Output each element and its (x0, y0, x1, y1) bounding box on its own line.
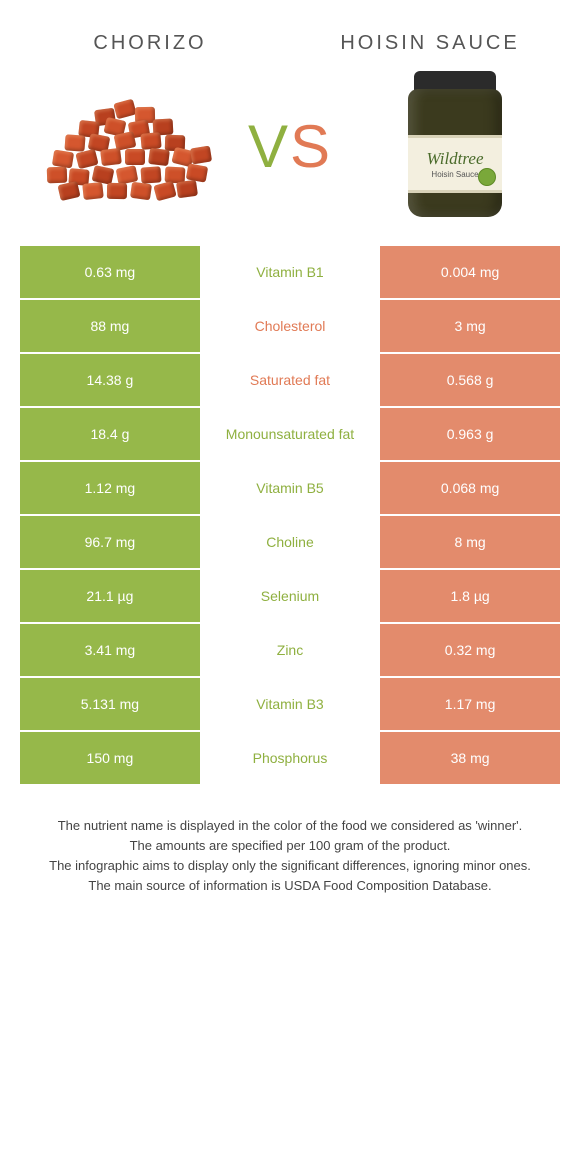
right-value-cell: 1.8 µg (380, 570, 560, 622)
nutrient-name-cell: Choline (200, 516, 380, 568)
right-food-image: Wildtree Hoisin Sauce (370, 76, 540, 216)
nutrient-name-cell: Zinc (200, 624, 380, 676)
nutrient-name-cell: Selenium (200, 570, 380, 622)
footnote-line: The amounts are specified per 100 gram o… (30, 836, 550, 856)
nutrient-name-cell: Phosphorus (200, 732, 380, 784)
right-value-cell: 1.17 mg (380, 678, 560, 730)
nutrient-name-cell: Vitamin B5 (200, 462, 380, 514)
nutrient-name-cell: Vitamin B3 (200, 678, 380, 730)
infographic-container: CHORIZO HOISIN SAUCE VS Wildtree Hoisin … (0, 0, 580, 927)
vs-v-letter: V (248, 113, 290, 180)
nutrient-row: 150 mgPhosphorus38 mg (20, 732, 560, 786)
left-food-title: CHORIZO (50, 30, 250, 56)
left-value-cell: 88 mg (20, 300, 200, 352)
left-value-cell: 3.41 mg (20, 624, 200, 676)
right-value-cell: 8 mg (380, 516, 560, 568)
left-value-cell: 96.7 mg (20, 516, 200, 568)
vs-label: VS (248, 112, 332, 181)
nutrient-row: 88 mgCholesterol3 mg (20, 300, 560, 354)
vs-s-letter: S (290, 113, 332, 180)
nutrient-row: 1.12 mgVitamin B50.068 mg (20, 462, 560, 516)
nutrient-row: 3.41 mgZinc0.32 mg (20, 624, 560, 678)
left-value-cell: 1.12 mg (20, 462, 200, 514)
right-food-title: HOISIN SAUCE (330, 30, 530, 56)
footnotes-block: The nutrient name is displayed in the co… (20, 786, 560, 897)
nutrient-row: 18.4 gMonounsaturated fat0.963 g (20, 408, 560, 462)
right-value-cell: 0.568 g (380, 354, 560, 406)
nutrient-row: 5.131 mgVitamin B31.17 mg (20, 678, 560, 732)
nutrient-name-cell: Saturated fat (200, 354, 380, 406)
nutrient-row: 0.63 mgVitamin B10.004 mg (20, 246, 560, 300)
right-value-cell: 0.068 mg (380, 462, 560, 514)
right-value-cell: 0.32 mg (380, 624, 560, 676)
right-value-cell: 0.963 g (380, 408, 560, 460)
nutrient-name-cell: Cholesterol (200, 300, 380, 352)
left-value-cell: 5.131 mg (20, 678, 200, 730)
footnote-line: The infographic aims to display only the… (30, 856, 550, 876)
nutrient-name-cell: Monounsaturated fat (200, 408, 380, 460)
left-value-cell: 21.1 µg (20, 570, 200, 622)
left-food-image (40, 76, 210, 216)
left-value-cell: 14.38 g (20, 354, 200, 406)
right-value-cell: 38 mg (380, 732, 560, 784)
nutrient-row: 21.1 µgSelenium1.8 µg (20, 570, 560, 624)
header-row: CHORIZO HOISIN SAUCE (20, 20, 560, 76)
nutrient-name-cell: Vitamin B1 (200, 246, 380, 298)
footnote-line: The nutrient name is displayed in the co… (30, 816, 550, 836)
nutrient-row: 14.38 gSaturated fat0.568 g (20, 354, 560, 408)
nutrient-row: 96.7 mgCholine8 mg (20, 516, 560, 570)
jar-sub-text: Hoisin Sauce (431, 170, 478, 179)
jar-brand-text: Wildtree (427, 149, 484, 169)
footnote-line: The main source of information is USDA F… (30, 876, 550, 896)
right-value-cell: 3 mg (380, 300, 560, 352)
nutrient-table: 0.63 mgVitamin B10.004 mg88 mgCholestero… (20, 246, 560, 786)
right-value-cell: 0.004 mg (380, 246, 560, 298)
jar-icon: Wildtree Hoisin Sauce (400, 71, 510, 221)
left-value-cell: 18.4 g (20, 408, 200, 460)
left-value-cell: 150 mg (20, 732, 200, 784)
chorizo-icon (45, 91, 205, 201)
images-row: VS Wildtree Hoisin Sauce (20, 76, 560, 246)
left-value-cell: 0.63 mg (20, 246, 200, 298)
